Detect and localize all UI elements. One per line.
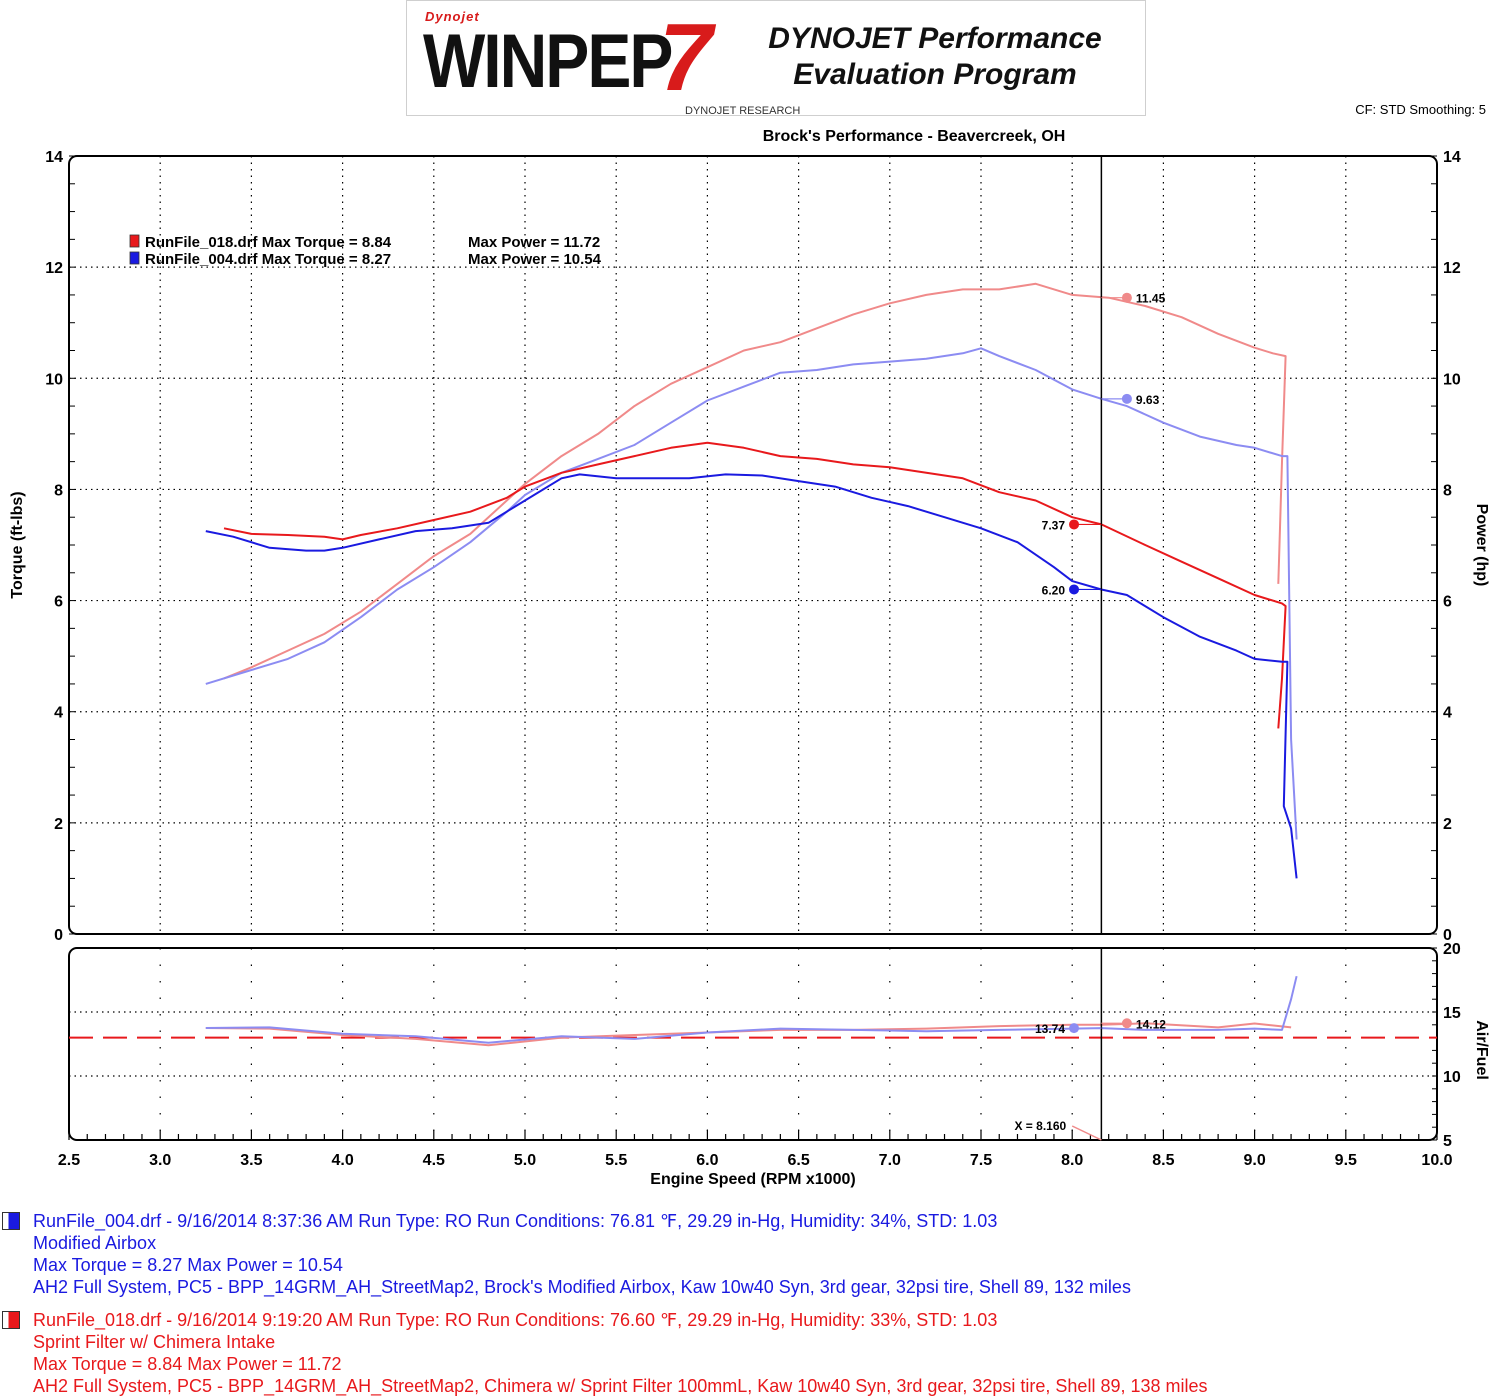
y-tick-label-left: 12 [45,260,63,277]
data-label: 13.74 [1035,1022,1065,1036]
logo-product: WINPEP [423,18,673,104]
y-tick-label-left: 0 [54,927,63,944]
run-004-swatch [2,1212,20,1230]
x-tick-label: 9.0 [1243,1152,1265,1169]
x-tick-label: 9.5 [1335,1152,1357,1169]
x-tick-label: 4.0 [331,1152,353,1169]
x-tick-label: 2.5 [58,1152,80,1169]
x-tick-label: 8.5 [1152,1152,1174,1169]
run-004-line-2: Modified Airbox [33,1233,157,1253]
x-tick-label: 6.0 [696,1152,718,1169]
air-fuel-panel [68,947,1438,1141]
afr-tick-label: 10 [1443,1069,1461,1086]
x-tick-label: 7.0 [879,1152,901,1169]
logo-title: DYNOJET Performance Evaluation Program [733,21,1137,93]
y-axis-label-left: Torque (ft-lbs) [9,491,26,598]
dyno-chart: 2.5 3.0 3.5 4.0 4.5 5.0 5.5 6.0 6.5 7.0 7.5 8.0 8.5 9… [9,149,1490,1188]
y-tick-label-right: 14 [1443,149,1461,166]
legend-power-text: Max Power = 11.72 [468,234,600,251]
legend-torque-text: RunFile_018.drf Max Torque = 8.84 [145,234,392,251]
y-tick-label-right: 4 [1443,705,1452,722]
legend-swatch [129,251,140,265]
y-tick-label-left: 8 [54,482,63,499]
data-label-marker [1121,292,1132,303]
y-tick-label-left: 2 [54,816,63,833]
y-tick-label-left: 14 [45,149,63,166]
afr-tick-label: 15 [1443,1005,1461,1022]
data-label: 6.20 [1042,583,1066,597]
afr-axis-label: Air/Fuel [1473,1020,1490,1080]
afr-tick-label: 20 [1443,941,1461,958]
data-label: 7.37 [1042,518,1066,532]
y-tick-label-right: 0 [1443,927,1452,944]
x-tick-label: 3.0 [149,1152,171,1169]
series-torque-2 [223,441,1287,729]
data-label: 11.45 [1136,292,1166,306]
logo-title-line2: Evaluation Program [793,58,1077,91]
y-tick-label-left: 6 [54,594,63,611]
y-tick-label-left: 10 [45,371,63,388]
logo-brand: Dynojet [425,9,480,24]
run-004-lines: RunFile_004.drf - 9/16/2014 8:37:36 AM R… [33,1210,1131,1298]
run-004-line-3: Max Torque = 8.27 Max Power = 10.54 [33,1255,343,1275]
run-018-line-4: AH2 Full System, PC5 - BPP_14GRM_AH_Stre… [33,1376,1208,1396]
torque-power-panel [68,155,1438,935]
correction-factor-label: CF: STD Smoothing: 5 [1355,102,1486,117]
series-power-1 [205,347,1298,840]
y-tick-label-left: 4 [54,705,63,722]
y-tick-label-right: 10 [1443,371,1461,388]
y-tick-label-right: 6 [1443,594,1452,611]
x-tick-label: 5.5 [605,1152,627,1169]
data-label-marker [1069,584,1080,595]
legend-torque-text: RunFile_004.drf Max Torque = 8.27 [145,251,391,268]
run-018-line-2: Sprint Filter w/ Chimera Intake [33,1332,276,1352]
data-label: 14.12 [1136,1017,1166,1031]
legend-power-text: Max Power = 10.54 [468,251,602,268]
logo-title-line1: DYNOJET Performance [768,22,1102,55]
x-tick-label: 5.0 [514,1152,536,1169]
chart-title: Brock's Performance - Beavercreek, OH [762,128,1066,145]
logo-research: DYNOJET RESEARCH [685,105,801,117]
y-axis-label-right: Power (hp) [1473,504,1490,587]
cursor-pointer [1071,1125,1102,1141]
run-004-line-4: AH2 Full System, PC5 - BPP_14GRM_AH_Stre… [33,1277,1131,1297]
x-tick-label: 6.5 [787,1152,809,1169]
data-label: 9.63 [1136,393,1160,407]
x-tick-label: 3.5 [240,1152,262,1169]
x-tick-label: 7.5 [970,1152,992,1169]
series-torque-3 [205,473,1298,879]
run-018-swatch [2,1311,20,1329]
x-tick-label: 4.5 [423,1152,445,1169]
data-label-marker [1069,1023,1080,1034]
run-018-line-1: RunFile_018.drf - 9/16/2014 9:19:20 AM R… [33,1310,998,1330]
run-018-lines: RunFile_018.drf - 9/16/2014 9:19:20 AM R… [33,1309,1208,1397]
x-tick-label: 10.0 [1421,1152,1452,1169]
x-tick-label: 8.0 [1061,1152,1083,1169]
data-label-marker [1069,519,1080,530]
legend-swatch [129,234,140,248]
series-power-0 [223,282,1287,680]
data-label-marker [1121,393,1132,404]
y-tick-label-right: 12 [1443,260,1461,277]
winpep-logo: Dynojet WINPEP 7 DYNOJET Performance Eva… [406,0,1146,117]
cursor-label: X = 8.160 [1014,1119,1066,1133]
data-label-marker [1121,1018,1132,1029]
y-tick-label-right: 2 [1443,816,1452,833]
logo-version: 7 [659,4,713,111]
series-air-fuel-1 [205,975,1298,1044]
afr-tick-label: 5 [1443,1133,1452,1150]
y-tick-label-right: 8 [1443,482,1452,499]
run-018-line-3: Max Torque = 8.84 Max Power = 11.72 [33,1354,342,1374]
run-004-line-1: RunFile_004.drf - 9/16/2014 8:37:36 AM R… [33,1211,998,1231]
x-axis-label: Engine Speed (RPM x1000) [650,1171,855,1188]
